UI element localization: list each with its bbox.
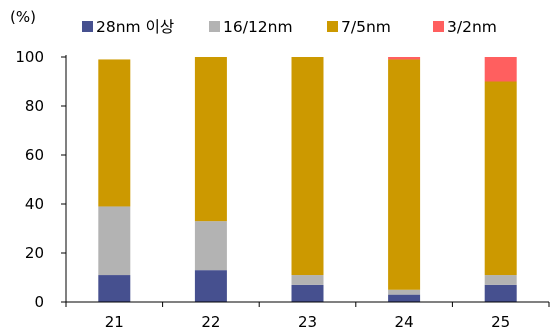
bar-23-series-2	[291, 57, 324, 276]
bar-23-series-1	[291, 275, 324, 285]
bar-25-series-0	[484, 284, 517, 302]
bars	[98, 57, 517, 302]
x-tick-label-25: 25	[491, 313, 510, 331]
y-tick-label: 60	[25, 146, 44, 164]
bar-21-series-2	[98, 59, 131, 207]
bar-24-series-3	[388, 57, 421, 60]
bar-22-series-1	[194, 221, 227, 271]
bar-25-series-2	[484, 81, 517, 276]
legend-label-2: 7/5nm	[341, 18, 391, 36]
y-tick-label: 80	[25, 97, 44, 115]
legend-swatch-0	[82, 21, 93, 32]
bar-22-series-2	[194, 57, 227, 222]
legend-label-3: 3/2nm	[447, 18, 497, 36]
bar-25-series-1	[484, 275, 517, 285]
bar-23-series-0	[291, 284, 324, 302]
legend-label-0: 28nm 이상	[96, 18, 174, 36]
y-tick-label: 0	[34, 293, 44, 311]
x-tick-label-23: 23	[298, 313, 317, 331]
x-tick-label-24: 24	[395, 313, 414, 331]
legend-swatch-1	[209, 21, 220, 32]
y-unit-label: (%)	[10, 8, 36, 26]
y-tick-label: 20	[25, 244, 44, 262]
y-tick-label: 40	[25, 195, 44, 213]
bar-21-series-0	[98, 275, 131, 302]
y-tick-label: 100	[15, 48, 44, 66]
legend-swatch-3	[433, 21, 444, 32]
y-axis: 0 20 40 60 80 100	[15, 48, 67, 311]
bar-22-series-0	[194, 270, 227, 302]
legend-label-1: 16/12nm	[223, 18, 293, 36]
x-axis: 21 22 23 24 25	[65, 301, 550, 331]
x-tick-label-21: 21	[105, 313, 124, 331]
bar-24-series-2	[388, 59, 421, 290]
legend: 28nm 이상 16/12nm 7/5nm 3/2nm	[82, 18, 497, 36]
bar-24-series-1	[388, 289, 421, 295]
bar-25-series-3	[484, 57, 517, 82]
x-tick-label-22: 22	[201, 313, 220, 331]
legend-swatch-2	[327, 21, 338, 32]
bar-24-series-0	[388, 294, 421, 302]
bar-21-series-1	[98, 206, 131, 276]
